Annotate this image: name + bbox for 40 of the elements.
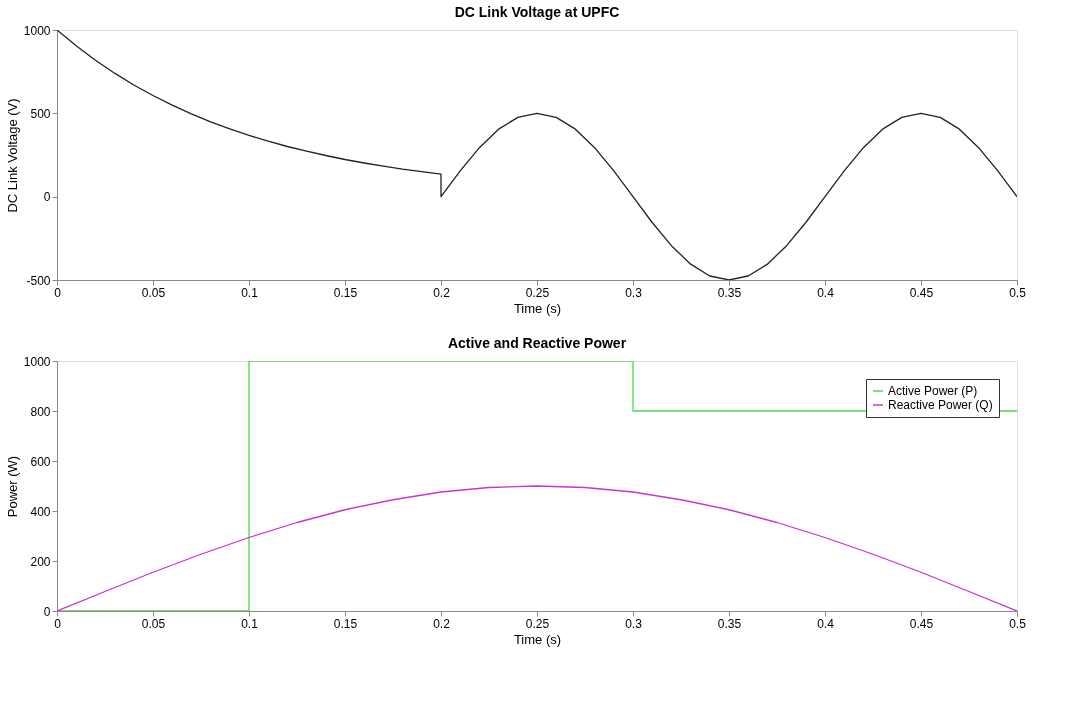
x-tick-label: 0.45 xyxy=(909,616,934,631)
x-tick-label: 0.5 xyxy=(1009,616,1027,631)
x-tick-label: 0.5 xyxy=(1009,285,1027,300)
y-tick-label: 200 xyxy=(30,554,51,569)
x-tick-label: 0.1 xyxy=(241,285,259,300)
y-tick-label: 500 xyxy=(30,106,51,121)
x-tick-label: 0.05 xyxy=(141,616,166,631)
x-tick-label: 0 xyxy=(54,285,62,300)
x-tick-label: 0.25 xyxy=(525,285,550,300)
x-tick-label: 0.25 xyxy=(525,616,550,631)
y-tick-label: 800 xyxy=(30,404,51,419)
x-axis-title: Time (s) xyxy=(513,300,562,316)
x-tick-label: 0.35 xyxy=(717,616,742,631)
chart-title: Active and Reactive Power xyxy=(447,335,627,351)
y-tick-label: 400 xyxy=(30,504,51,519)
y-tick-label: -500 xyxy=(26,273,51,288)
x-tick-label: 0.45 xyxy=(909,285,934,300)
x-tick-label: 0.35 xyxy=(717,285,742,300)
x-tick-label: 0.2 xyxy=(433,616,451,631)
x-tick-label: 0.3 xyxy=(625,616,643,631)
y-axis-title: Power (W) xyxy=(4,455,20,518)
y-tick-label: 600 xyxy=(30,454,51,469)
legend-label: Reactive Power (Q) xyxy=(888,398,993,412)
y-tick-label: 0 xyxy=(43,604,51,619)
y-tick-label: 1000 xyxy=(23,23,51,38)
x-tick-label: 0.15 xyxy=(333,616,358,631)
x-tick-label: 0.4 xyxy=(817,285,835,300)
x-tick-label: 0.05 xyxy=(141,285,166,300)
x-tick-label: 0.2 xyxy=(433,285,451,300)
x-tick-label: 0.3 xyxy=(625,285,643,300)
chart-title: DC Link Voltage at UPFC xyxy=(454,4,620,20)
y-tick-label: 1000 xyxy=(23,354,51,369)
y-tick-label: 0 xyxy=(43,190,51,205)
x-tick-label: 0.4 xyxy=(817,616,835,631)
legend-label: Active Power (P) xyxy=(888,384,978,398)
y-axis-title: DC Link Voltage (V) xyxy=(4,98,20,213)
x-axis-title: Time (s) xyxy=(513,631,562,647)
x-tick-label: 0.15 xyxy=(333,285,358,300)
x-tick-label: 0 xyxy=(54,616,62,631)
x-tick-label: 0.1 xyxy=(241,616,259,631)
